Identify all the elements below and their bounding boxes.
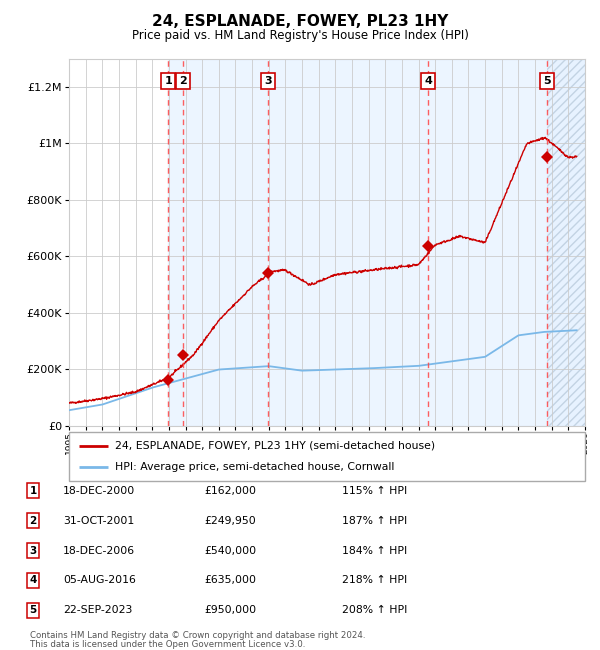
Text: £950,000: £950,000	[204, 605, 256, 616]
Text: 3: 3	[29, 545, 37, 556]
Text: 2: 2	[179, 76, 187, 86]
Text: 18-DEC-2000: 18-DEC-2000	[63, 486, 135, 496]
Text: 1: 1	[29, 486, 37, 496]
Bar	[168, 58, 585, 426]
Text: This data is licensed under the Open Government Licence v3.0.: This data is licensed under the Open Gov…	[30, 640, 305, 649]
Text: 5: 5	[29, 605, 37, 616]
Text: 208% ↑ HPI: 208% ↑ HPI	[342, 605, 407, 616]
Text: £249,950: £249,950	[204, 515, 256, 526]
Text: 1: 1	[164, 76, 172, 86]
Text: 187% ↑ HPI: 187% ↑ HPI	[342, 515, 407, 526]
Text: 4: 4	[29, 575, 37, 586]
Text: £540,000: £540,000	[204, 545, 256, 556]
Text: HPI: Average price, semi-detached house, Cornwall: HPI: Average price, semi-detached house,…	[115, 462, 395, 473]
Bar	[547, 58, 593, 426]
Text: £635,000: £635,000	[204, 575, 256, 586]
Text: 218% ↑ HPI: 218% ↑ HPI	[342, 575, 407, 586]
Text: 31-OCT-2001: 31-OCT-2001	[63, 515, 134, 526]
Text: 5: 5	[543, 76, 551, 86]
Text: £162,000: £162,000	[204, 486, 256, 496]
Bar	[547, 58, 593, 426]
Bar	[547, 58, 593, 426]
Text: 115% ↑ HPI: 115% ↑ HPI	[342, 486, 407, 496]
Text: 24, ESPLANADE, FOWEY, PL23 1HY: 24, ESPLANADE, FOWEY, PL23 1HY	[152, 14, 448, 29]
Text: 05-AUG-2016: 05-AUG-2016	[63, 575, 136, 586]
Text: 3: 3	[264, 76, 272, 86]
Text: 22-SEP-2023: 22-SEP-2023	[63, 605, 133, 616]
Text: Contains HM Land Registry data © Crown copyright and database right 2024.: Contains HM Land Registry data © Crown c…	[30, 631, 365, 640]
Text: Price paid vs. HM Land Registry's House Price Index (HPI): Price paid vs. HM Land Registry's House …	[131, 29, 469, 42]
Text: 2: 2	[29, 515, 37, 526]
Text: 24, ESPLANADE, FOWEY, PL23 1HY (semi-detached house): 24, ESPLANADE, FOWEY, PL23 1HY (semi-det…	[115, 441, 436, 451]
Text: 184% ↑ HPI: 184% ↑ HPI	[342, 545, 407, 556]
Text: 4: 4	[424, 76, 433, 86]
Text: 18-DEC-2006: 18-DEC-2006	[63, 545, 135, 556]
